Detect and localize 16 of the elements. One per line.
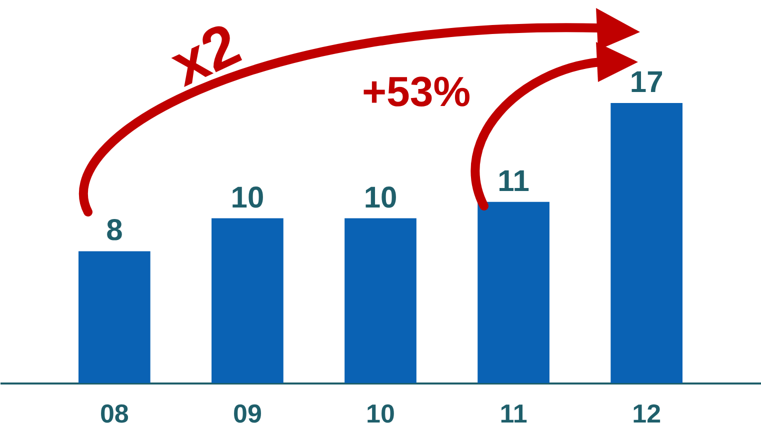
- x-tick-label: 12: [632, 398, 662, 428]
- data-label: 8: [106, 214, 123, 248]
- x-tick-label: 11: [500, 398, 528, 428]
- x-tick-label: 09: [232, 398, 262, 428]
- text: x2: [160, 9, 250, 100]
- bar: [78, 251, 150, 383]
- data-label: 10: [230, 181, 264, 214]
- bar: [610, 103, 683, 383]
- annotation: +53%: [362, 68, 471, 116]
- x-tick-label: 10: [366, 398, 395, 428]
- bar: [212, 218, 284, 383]
- x-tick-label: 08: [100, 398, 129, 428]
- data-label: 17: [630, 66, 664, 99]
- data-label: 11: [498, 164, 530, 198]
- data-label: 10: [364, 181, 398, 214]
- bar: [344, 218, 416, 383]
